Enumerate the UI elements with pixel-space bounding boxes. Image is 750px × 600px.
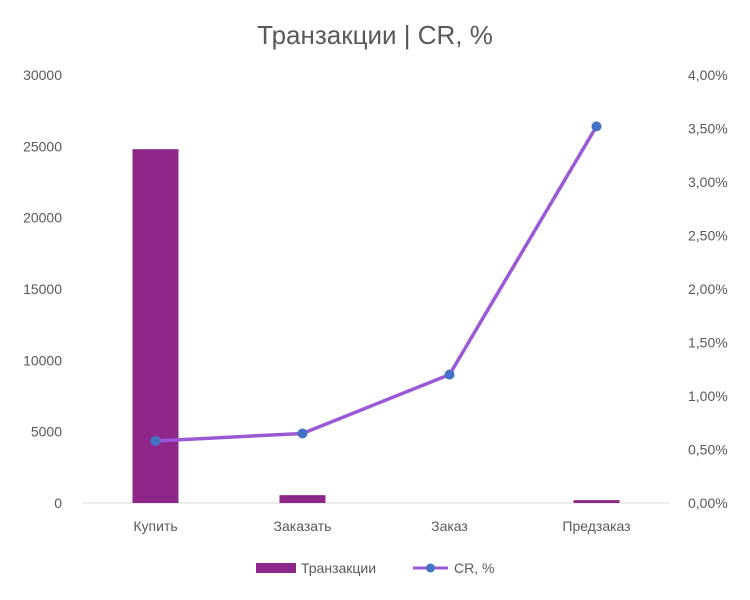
right-axis-tick: 4,00% bbox=[688, 67, 728, 83]
bar bbox=[573, 500, 620, 503]
right-axis-tick: 3,50% bbox=[688, 121, 728, 137]
right-axis-tick: 1,00% bbox=[688, 388, 728, 404]
line-point bbox=[150, 435, 161, 446]
x-axis-tick: Заказ bbox=[431, 518, 468, 534]
left-axis-tick: 25000 bbox=[23, 138, 62, 154]
line-series bbox=[150, 121, 602, 446]
left-axis-tick: 5000 bbox=[31, 424, 62, 440]
right-axis-ticks: 0,00% 0,50% 1,00% 1,50% 2,00% 2,50% 3,00% 3,50%… bbox=[688, 67, 728, 511]
x-axis-ticks: Купить Заказать Заказ Предзаказ bbox=[133, 518, 630, 534]
right-axis-tick: 0,50% bbox=[688, 442, 728, 458]
legend-line-label: CR, % bbox=[454, 560, 494, 576]
bar bbox=[132, 149, 179, 504]
line-point bbox=[297, 428, 308, 439]
right-axis-tick: 0,00% bbox=[688, 495, 728, 511]
legend-bar-label: Транзакции bbox=[301, 560, 376, 576]
left-axis-tick: 0 bbox=[54, 495, 62, 511]
line-point bbox=[591, 121, 602, 132]
line-point bbox=[444, 369, 455, 380]
series-line bbox=[153, 124, 599, 443]
bar bbox=[279, 495, 326, 503]
right-axis-tick: 1,50% bbox=[688, 335, 728, 351]
x-axis-tick: Заказать bbox=[274, 518, 332, 534]
x-axis-tick: Предзаказ bbox=[562, 518, 630, 534]
right-axis-tick: 3,00% bbox=[688, 174, 728, 190]
bar-series bbox=[132, 149, 620, 504]
legend: Транзакции CR, % bbox=[256, 560, 494, 576]
legend-line-marker bbox=[426, 563, 435, 573]
legend-bar-swatch bbox=[256, 563, 296, 573]
left-axis-tick: 10000 bbox=[23, 352, 62, 368]
right-axis-tick: 2,50% bbox=[688, 228, 728, 244]
left-axis-ticks: 0 5000 10000 15000 20000 25000 30000 bbox=[23, 67, 62, 511]
left-axis-tick: 20000 bbox=[23, 210, 62, 226]
right-axis-tick: 2,00% bbox=[688, 281, 728, 297]
left-axis-tick: 15000 bbox=[23, 281, 62, 297]
chart-title: Транзакции | CR, % bbox=[257, 20, 493, 50]
left-axis-tick: 30000 bbox=[23, 67, 62, 83]
x-axis-tick: Купить bbox=[133, 518, 177, 534]
